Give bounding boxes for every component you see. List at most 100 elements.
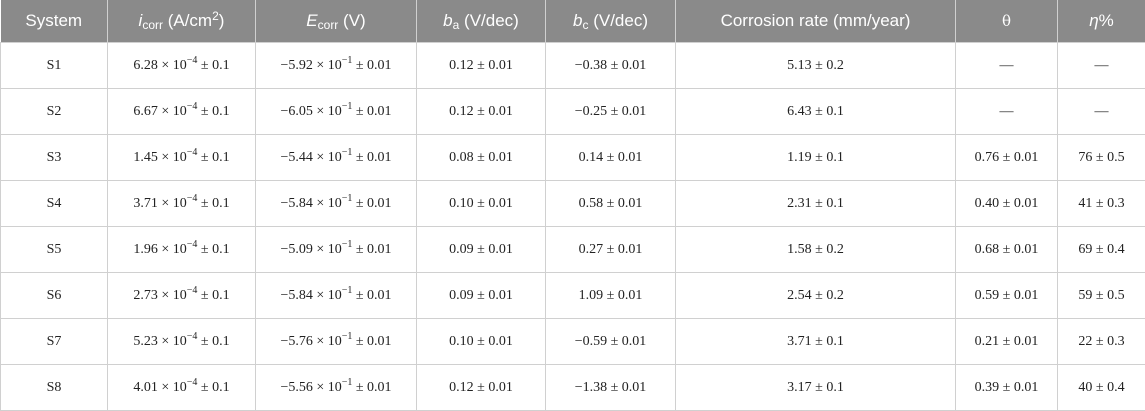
exponent: −4 [186,146,198,158]
uncertainty: ± 0.01 [352,287,392,303]
exponent: −4 [186,376,198,388]
exponent: −1 [341,376,353,388]
mantissa: 4.01 × 10 [133,379,187,395]
table-cell: 76 ± 0.5 [1057,134,1145,181]
symbol: η [1089,11,1099,30]
table-cell: −0.25 ± 0.01 [545,88,676,135]
table-cell: 0.12 ± 0.01 [416,42,546,89]
uncertainty: ± 0.01 [352,379,392,395]
table-cell: 0.12 ± 0.01 [416,364,546,411]
table-cell: −5.56 × 10−1 ± 0.01 [255,364,417,411]
mantissa: −5.84 × 10 [280,195,342,211]
table-cell: 4.01 × 10−4 ± 0.1 [107,364,256,411]
exponent: −4 [186,100,198,112]
table-cell: 41 ± 0.3 [1057,180,1145,227]
table-row: S4 3.71 × 10−4 ± 0.1 −5.84 × 10−1 ± 0.01 0.… [0,180,1145,227]
table-cell: S5 [0,226,108,273]
mantissa: 3.71 × 10 [133,195,187,211]
table-cell: 6.43 ± 0.1 [675,88,956,135]
mantissa: 5.23 × 10 [133,333,187,349]
table-cell: −5.09 × 10−1 ± 0.01 [255,226,417,273]
subscript: corr [317,18,339,32]
exponent: −4 [186,54,198,66]
table-cell: — [955,88,1058,135]
table-cell: −0.38 ± 0.01 [545,42,676,89]
table-cell: 0.08 ± 0.01 [416,134,546,181]
table-header: System icorr (A/cm2) Ecorr (V) ba (V/dec… [0,0,1145,43]
table-cell: 0.10 ± 0.01 [416,318,546,365]
mantissa: 6.28 × 10 [133,57,187,73]
table-cell: 1.09 ± 0.01 [545,272,676,319]
table-cell: −5.92 × 10−1 ± 0.01 [255,42,417,89]
unit-close: ) [218,11,225,30]
table-cell: 2.54 ± 0.2 [675,272,956,319]
table-cell: −5.84 × 10−1 ± 0.01 [255,180,417,227]
table-cell: 5.13 ± 0.2 [675,42,956,89]
table-cell: S4 [0,180,108,227]
mantissa: −5.92 × 10 [280,57,342,73]
subscript: c [582,18,589,32]
table-cell: 0.14 ± 0.01 [545,134,676,181]
table-cell: S2 [0,88,108,135]
superscript: 2 [212,9,219,23]
header-cell: η% [1057,0,1145,43]
unit: (V) [338,11,366,30]
symbol: E [306,11,318,30]
uncertainty: ± 0.1 [197,241,230,257]
header-cell: Corrosion rate (mm/year) [675,0,956,43]
mantissa: −5.56 × 10 [280,379,342,395]
table-cell: S7 [0,318,108,365]
table-cell: 1.45 × 10−4 ± 0.1 [107,134,256,181]
unit: % [1098,11,1114,30]
table-row: S7 5.23 × 10−4 ± 0.1 −5.76 × 10−1 ± 0.01 0.… [0,318,1145,365]
table-cell: −0.59 ± 0.01 [545,318,676,365]
exponent: −4 [186,192,198,204]
exponent: −1 [341,192,353,204]
table-cell: 0.21 ± 0.01 [955,318,1058,365]
table-cell: 5.23 × 10−4 ± 0.1 [107,318,256,365]
table-cell: S8 [0,364,108,411]
table-cell: 0.12 ± 0.01 [416,88,546,135]
table-row: S8 4.01 × 10−4 ± 0.1 −5.56 × 10−1 ± 0.01 0.… [0,364,1145,411]
subscript: a [452,18,460,32]
exponent: −4 [186,330,198,342]
uncertainty: ± 0.01 [352,103,392,119]
mantissa: 1.45 × 10 [133,149,187,165]
table-cell: 40 ± 0.4 [1057,364,1145,411]
symbol: b [443,11,453,30]
mantissa: −5.09 × 10 [280,241,342,257]
table-cell: 0.10 ± 0.01 [416,180,546,227]
uncertainty: ± 0.01 [352,241,392,257]
table-cell: −5.84 × 10−1 ± 0.01 [255,272,417,319]
unit: (A/cm [162,11,213,30]
exponent: −1 [341,100,353,112]
exponent: −4 [186,238,198,250]
table-cell: 2.73 × 10−4 ± 0.1 [107,272,256,319]
uncertainty: ± 0.1 [197,287,230,303]
header-cell: θ [955,0,1058,43]
table-cell: 1.96 × 10−4 ± 0.1 [107,226,256,273]
uncertainty: ± 0.01 [352,149,392,165]
mantissa: 2.73 × 10 [133,287,187,303]
table-cell: 1.58 ± 0.2 [675,226,956,273]
table-cell: — [1057,88,1145,135]
exponent: −1 [341,330,353,342]
table-cell: S1 [0,42,108,89]
table-cell: 0.09 ± 0.01 [416,272,546,319]
table-cell: S6 [0,272,108,319]
table-cell: 0.68 ± 0.01 [955,226,1058,273]
table-cell: 0.27 ± 0.01 [545,226,676,273]
uncertainty: ± 0.1 [197,333,230,349]
symbol: b [573,11,583,30]
table-cell: −1.38 ± 0.01 [545,364,676,411]
mantissa: 6.67 × 10 [133,103,187,119]
header-row: System icorr (A/cm2) Ecorr (V) ba (V/dec… [0,0,1145,43]
table-cell: 59 ± 0.5 [1057,272,1145,319]
header-cell: bc (V/dec) [545,0,676,43]
table-cell: — [1057,42,1145,89]
uncertainty: ± 0.1 [197,149,230,165]
header-cell: Ecorr (V) [255,0,417,43]
table-row: S5 1.96 × 10−4 ± 0.1 −5.09 × 10−1 ± 0.01 0.… [0,226,1145,273]
